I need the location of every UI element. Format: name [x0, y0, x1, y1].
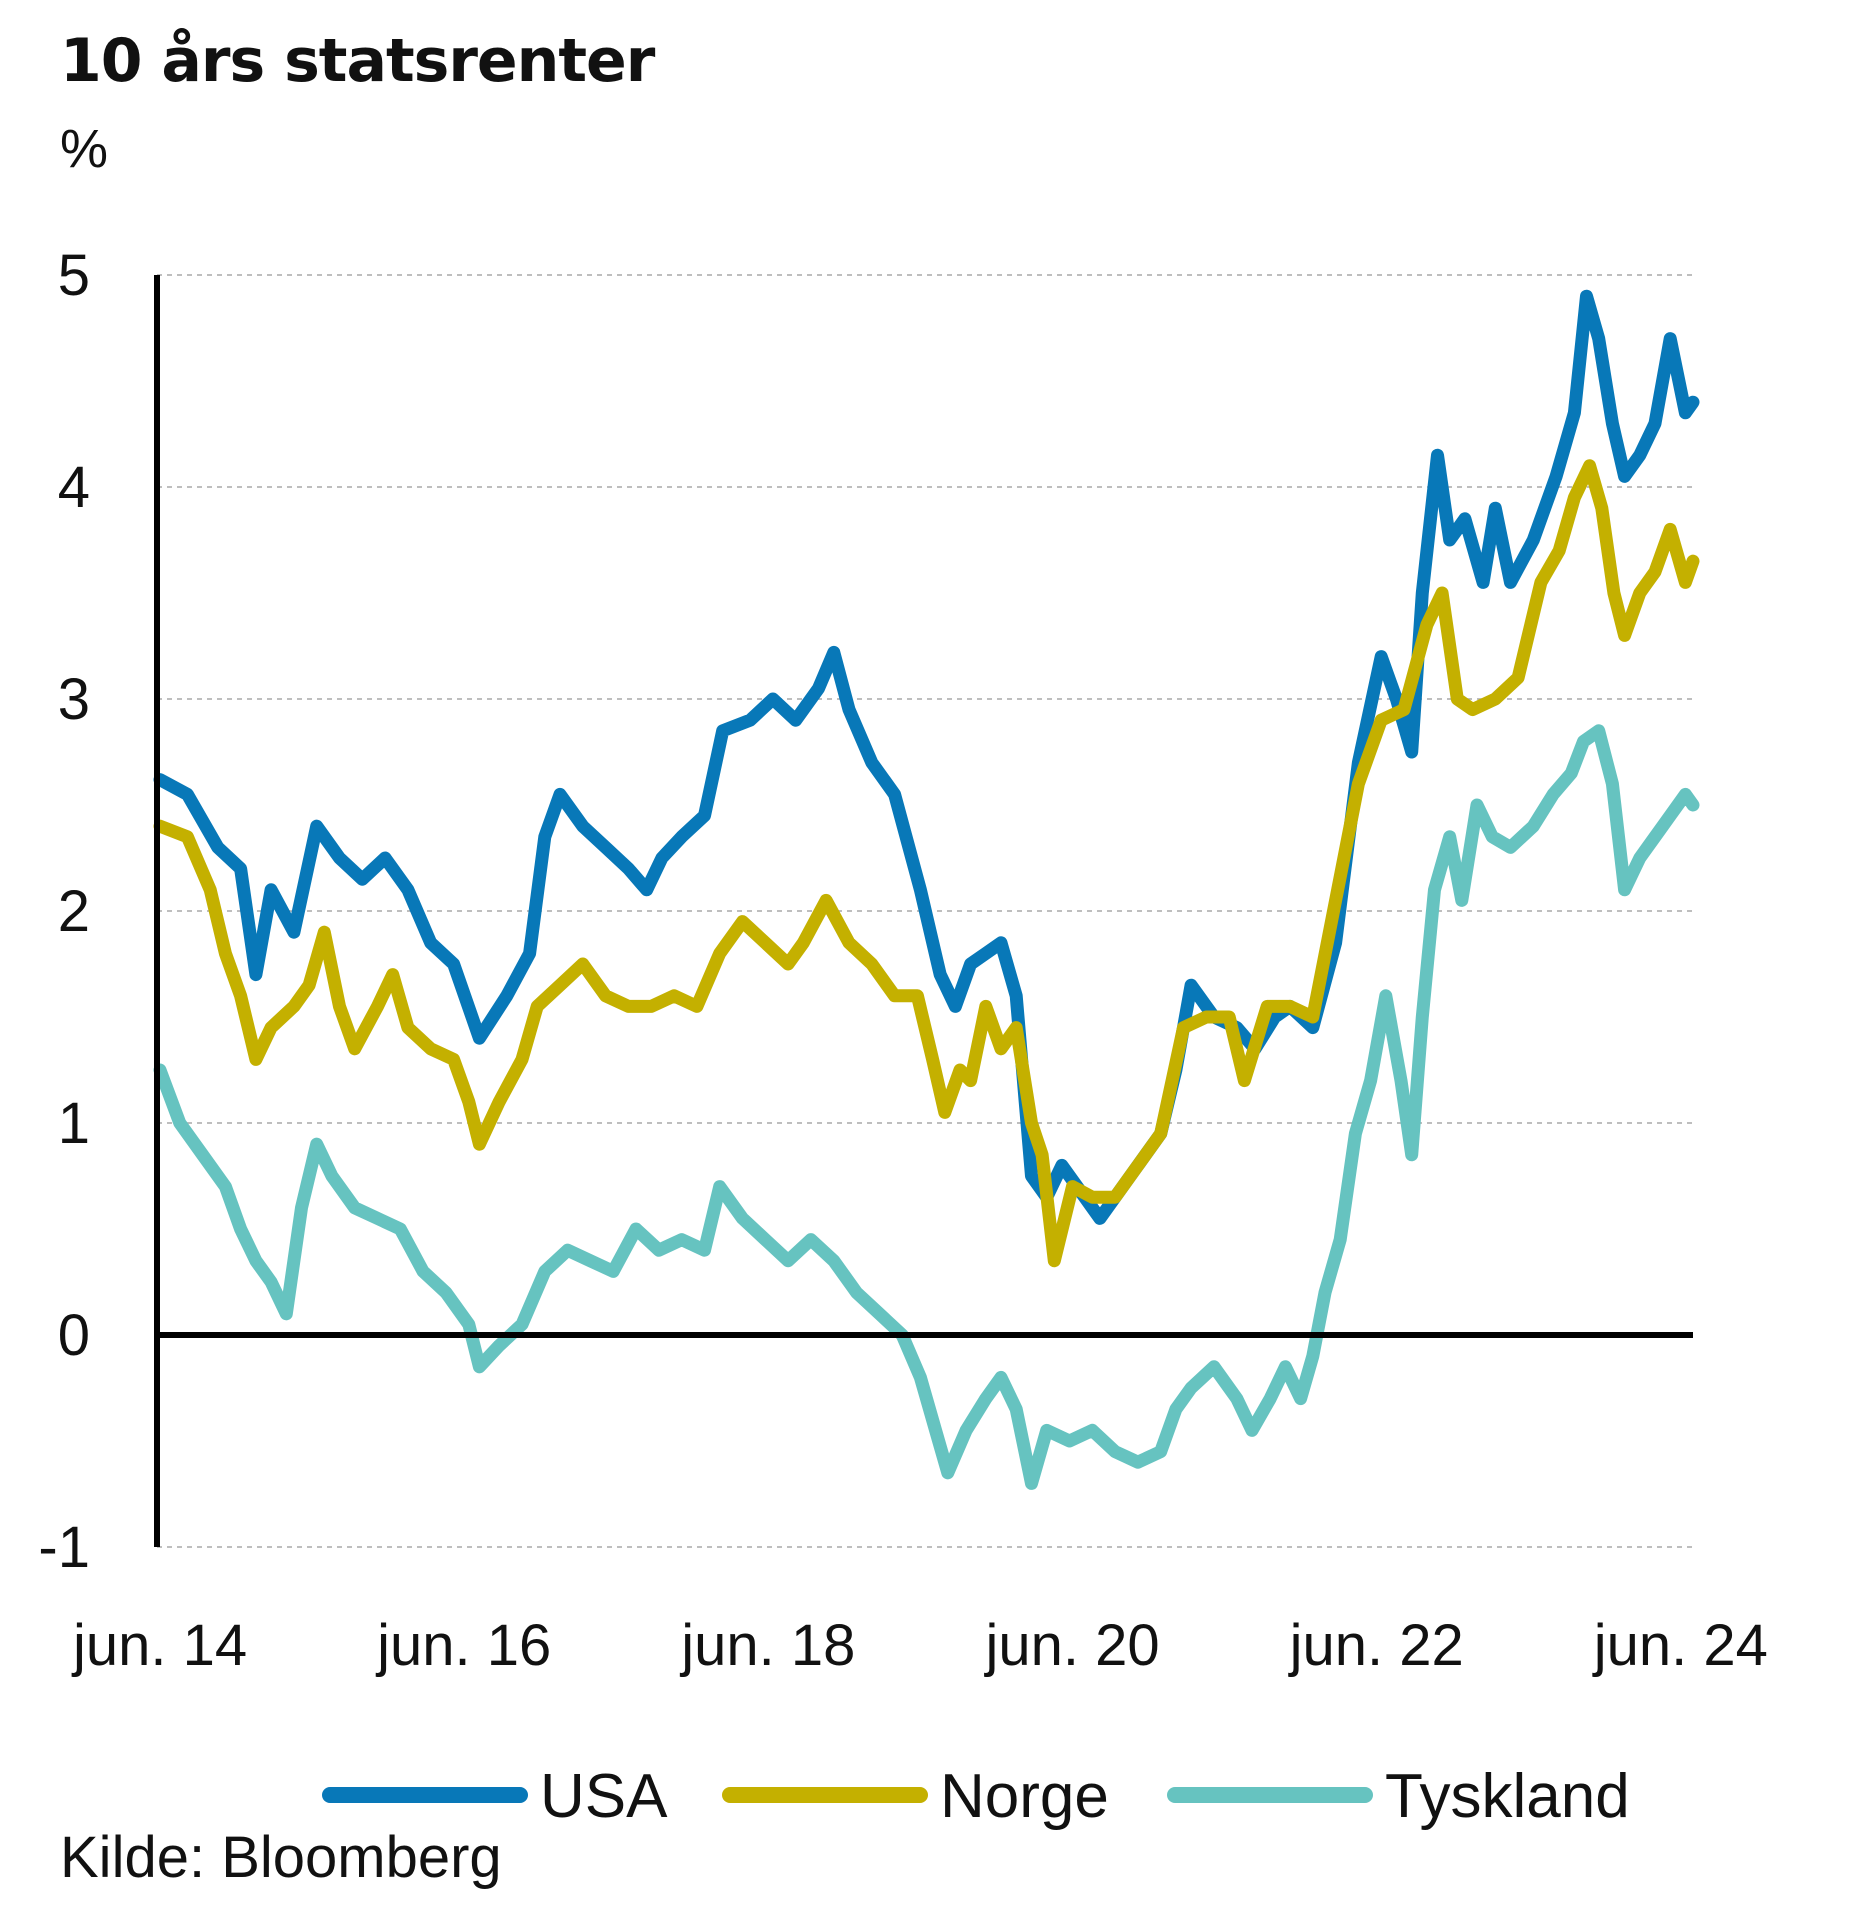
x-tick-label: jun. 16 [375, 1613, 551, 1678]
x-tick-label: jun. 18 [679, 1613, 855, 1678]
x-axis-ticks: jun. 14 jun. 16 jun. 18 jun. 20 jun. 22 jun. … [71, 1613, 1768, 1678]
series-line-norge [153, 459, 1700, 1268]
y-tick-label: 4 [58, 455, 90, 520]
legend-label-norge: Norge [940, 1762, 1109, 1831]
series-line-usa [153, 289, 1700, 1225]
legend-label-usa: USA [540, 1762, 668, 1831]
y-axis-ticks: 5 4 3 2 1 0 -1 [38, 243, 90, 1580]
x-tick-label: jun. 24 [1592, 1613, 1768, 1678]
source-note: Kilde: Bloomberg [60, 1825, 502, 1890]
y-tick-label: 5 [58, 243, 90, 308]
x-tick-label: jun. 20 [983, 1613, 1159, 1678]
chart-title: 10 års statsrenter [60, 26, 655, 96]
y-tick-label: 3 [58, 667, 90, 732]
legend-label-tyskland: Tyskland [1385, 1762, 1630, 1831]
y-tick-label: -1 [38, 1515, 90, 1580]
y-tick-label: 0 [58, 1303, 90, 1368]
y-unit-label: % [60, 119, 109, 179]
axes [154, 275, 1693, 1547]
y-tick-label: 1 [58, 1091, 90, 1156]
series-line-tyskland [153, 724, 1700, 1490]
legend: USA Norge Tyskland [322, 1762, 1630, 1831]
x-tick-label: jun. 22 [1288, 1613, 1464, 1678]
x-tick-label: jun. 14 [71, 1613, 247, 1678]
series-lines [153, 289, 1700, 1490]
y-tick-label: 2 [58, 879, 90, 944]
